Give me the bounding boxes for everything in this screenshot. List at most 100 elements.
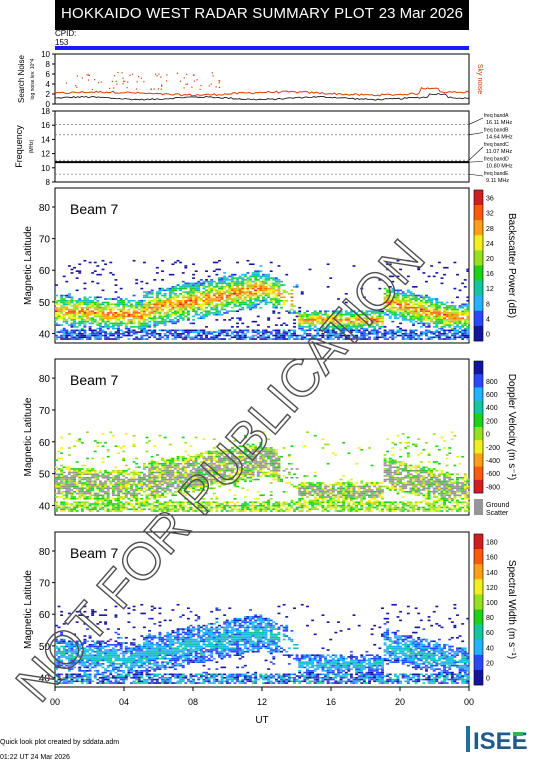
heatmap-cell (117, 478, 120, 481)
heatmap-cell (303, 445, 307, 448)
heatmap-cell (225, 329, 229, 332)
heatmap-cell (287, 331, 291, 333)
heatmap-cell (184, 303, 188, 306)
heatmap-cell (202, 457, 206, 460)
heatmap-cell (290, 468, 294, 470)
heatmap-cell (425, 313, 428, 316)
heatmap-cell (192, 284, 196, 286)
heatmap-cell (67, 497, 71, 500)
heatmap-cell (230, 289, 234, 292)
heatmap-cell (111, 506, 115, 509)
heatmap-cell (62, 475, 66, 477)
heatmap-cell (161, 322, 164, 325)
heatmap-cell (163, 489, 167, 491)
heatmap-cell (236, 501, 240, 504)
heatmap-cell (207, 296, 211, 299)
heatmap-cell (308, 317, 312, 319)
heatmap-cell (243, 301, 247, 304)
heatmap-cell (171, 293, 175, 295)
heatmap-cell (96, 338, 100, 340)
heatmap-cell (75, 503, 79, 505)
heatmap-cell (166, 336, 170, 339)
heatmap-cell (406, 319, 410, 321)
heatmap-cell (259, 503, 263, 505)
heatmap-cell (399, 310, 403, 312)
heatmap-cell (122, 508, 126, 511)
heatmap-cell (111, 322, 115, 325)
heatmap-cell (75, 492, 79, 495)
heatmap-cell (298, 313, 302, 316)
heatmap-cell (86, 497, 89, 500)
heatmap-cell (176, 329, 180, 332)
heatmap-cell (236, 296, 240, 299)
heatmap-cell (347, 336, 351, 339)
heatmap-cell (70, 478, 74, 481)
heatmap-cell (161, 294, 164, 297)
heatmap-cell (300, 315, 304, 318)
heatmap-cell (181, 480, 185, 483)
heatmap-cell (453, 329, 457, 332)
heatmap-cell (238, 445, 242, 448)
heatmap-cell (98, 326, 102, 328)
heatmap-cell (142, 320, 146, 323)
heatmap-cell (132, 494, 136, 497)
heatmap-cell (269, 291, 273, 293)
heatmap-cell (331, 324, 335, 326)
heatmap-cell (453, 320, 457, 323)
heatmap-cell (254, 280, 258, 283)
sky-noise-point (179, 80, 182, 82)
heatmap-cell (448, 317, 452, 319)
heatmap-cell (225, 510, 229, 512)
heatmap-cell (104, 485, 108, 488)
heatmap-cell (174, 466, 177, 469)
heatmap-cell (220, 277, 224, 279)
heatmap-cell (114, 503, 118, 505)
heatmap-cell (243, 448, 247, 451)
heatmap-cell (70, 272, 74, 274)
heatmap-cell (60, 476, 64, 479)
heatmap-cell (153, 320, 157, 323)
heatmap-cell (262, 461, 265, 463)
heatmap-cell (114, 336, 118, 339)
heatmap-cell (130, 503, 133, 505)
heatmap-cell (456, 317, 459, 319)
heatmap-cell (176, 284, 180, 286)
heatmap-cell (300, 497, 304, 500)
heatmap-cell (277, 336, 281, 339)
heatmap-cell (262, 338, 265, 340)
heatmap-cell (461, 312, 465, 314)
heatmap-cell (241, 334, 245, 337)
heatmap-cell (440, 312, 444, 314)
heatmap-cell (259, 464, 263, 467)
heatmap-cell (223, 282, 227, 285)
heatmap-cell (130, 305, 133, 307)
heatmap-cell (60, 503, 64, 505)
sky-noise-point (160, 88, 162, 90)
heatmap-cell (109, 476, 113, 479)
heatmap-cell (236, 338, 240, 340)
heatmap-cell (207, 469, 211, 472)
heatmap-cell (344, 334, 348, 337)
heatmap-cell (445, 336, 449, 339)
heatmap-cell (311, 327, 315, 330)
heatmap-cell (355, 329, 359, 332)
heatmap-cell (298, 319, 302, 321)
heatmap-cell (153, 496, 157, 498)
heatmap-cell (238, 466, 242, 469)
heatmap-cell (189, 298, 193, 300)
heatmap-cell (73, 478, 76, 481)
heatmap-cell (308, 333, 312, 335)
heatmap-cell (233, 296, 237, 299)
heatmap-cell (104, 510, 108, 512)
heatmap-cell (199, 455, 203, 458)
heatmap-cell (305, 326, 309, 328)
heatmap-cell (243, 510, 247, 512)
heatmap-cell (223, 329, 227, 332)
heatmap-cell (181, 475, 185, 477)
heatmap-cell (207, 301, 211, 304)
heatmap-cell (181, 272, 185, 274)
heatmap-cell (241, 469, 245, 472)
heatmap-cell (75, 475, 79, 477)
heatmap-cell (230, 331, 234, 333)
heatmap-cell (293, 510, 296, 512)
